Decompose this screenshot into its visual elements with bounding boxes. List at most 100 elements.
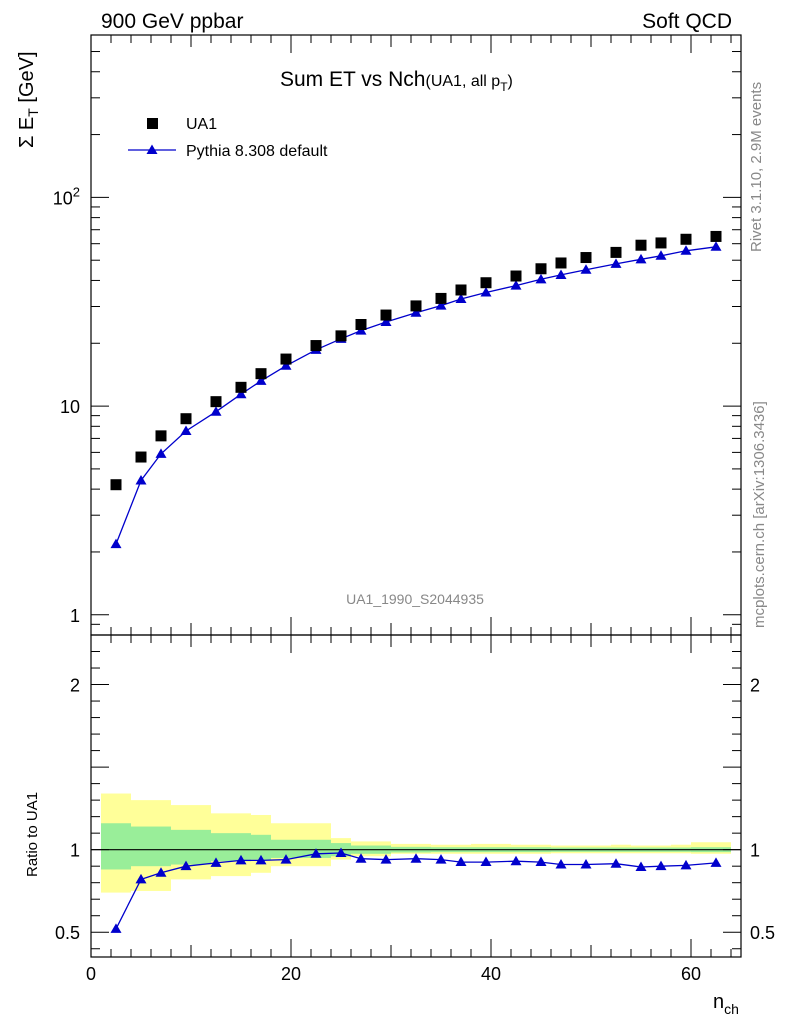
mc-point: [635, 253, 647, 264]
rivet-version-label: Rivet 3.1.10, 2.9M events: [748, 82, 765, 252]
ratio-y-tick-label-left: 2: [70, 676, 80, 696]
mc-ratio-point: [110, 923, 122, 933]
mc-point: [110, 538, 122, 549]
ratio-y-tick-label-right: 2: [750, 676, 760, 696]
mc-point: [435, 300, 447, 310]
data-point: [635, 239, 647, 251]
band-inner-segment: [101, 823, 131, 870]
data-point: [480, 277, 492, 289]
x-tick-label: 60: [681, 964, 701, 984]
band-inner-segment: [251, 834, 271, 860]
mc-ratio-point: [580, 859, 592, 869]
ratio-y-tick-label-right: 0.5: [750, 923, 775, 943]
data-point: [155, 430, 167, 442]
mc-line-ratio: [115, 852, 717, 930]
header-right-label: Soft QCD: [642, 10, 732, 33]
data-point: [535, 263, 547, 275]
mc-point: [235, 388, 247, 399]
data-point: [380, 309, 392, 321]
ratio-axes: 0.5 0.51 12 20 20 40 60: [55, 634, 775, 984]
band-inner-segment: [271, 839, 331, 858]
header-left-label: 900 GeV ppbar: [101, 10, 243, 33]
uncertainty-band: [91, 793, 741, 893]
x-tick-label: 20: [281, 964, 301, 984]
data-point: [655, 237, 667, 249]
data-series-main: [110, 230, 722, 491]
mc-ratio-point: [180, 860, 192, 871]
data-point: [580, 252, 592, 264]
mc-ratio-point: [410, 853, 422, 863]
band-inner-segment: [171, 829, 211, 865]
x-tick-label: 40: [481, 964, 501, 984]
data-point: [710, 230, 722, 242]
legend: UA1 Pythia 8.308 default: [128, 116, 328, 160]
mc-ratio-point: [335, 847, 347, 857]
ratio-y-tick-label-left: 0.5: [55, 923, 80, 943]
mc-point: [535, 273, 547, 284]
data-point: [610, 246, 622, 258]
mc-ratio-point: [635, 861, 647, 872]
legend-data-label: UA1: [186, 116, 217, 133]
mc-ratio-point: [155, 867, 167, 877]
mc-ratio-point: [680, 859, 692, 870]
mc-ratio-point: [710, 857, 722, 867]
data-point: [335, 330, 347, 342]
mc-series-main: [110, 241, 722, 549]
data-point: [310, 340, 322, 352]
data-point: [510, 270, 522, 282]
mc-point: [510, 280, 522, 290]
mc-ratio-point: [210, 857, 222, 867]
ratio-y-tick-label-left: 1: [70, 841, 80, 861]
mc-ratio-point: [610, 858, 622, 868]
mc-point: [255, 375, 267, 385]
mc-ratio-point: [510, 855, 522, 866]
data-point: [435, 292, 447, 304]
data-point: [235, 381, 247, 393]
data-point: [680, 233, 692, 245]
mc-point: [155, 448, 167, 458]
mc-ratio-point: [555, 859, 567, 869]
mc-point: [655, 250, 667, 260]
data-point: [135, 451, 147, 463]
x-axis-label: nch: [713, 991, 739, 1017]
x-tick-label: 0: [86, 964, 96, 984]
analysis-id-label: UA1_1990_S2044935: [346, 591, 484, 607]
main-y-tick-label: 10: [60, 397, 80, 417]
mc-point: [455, 293, 467, 303]
mcplots-source-label: mcplots.cern.ch [arXiv:1306.3436]: [751, 401, 768, 628]
main-y-axis-label: Σ ET [GeV]: [16, 51, 41, 148]
main-y-tick-label: 1: [70, 606, 80, 626]
mc-ratio-point: [355, 853, 367, 863]
data-point: [255, 368, 267, 380]
data-point: [410, 300, 422, 312]
data-point: [280, 353, 292, 365]
mc-point: [410, 307, 422, 317]
mc-point: [610, 258, 622, 268]
legend-mc-label: Pythia 8.308 default: [186, 143, 328, 160]
mc-ratio-point: [235, 854, 247, 865]
mc-ratio-point: [435, 854, 447, 864]
mc-point: [280, 360, 292, 370]
mc-point: [555, 269, 567, 279]
mc-point: [580, 264, 592, 274]
mc-point: [135, 474, 147, 485]
mc-ratio-point: [255, 854, 267, 865]
mc-point: [210, 406, 222, 416]
mc-ratio-point: [455, 856, 467, 867]
mc-ratio-point: [135, 873, 147, 884]
mc-series-ratio: [110, 847, 722, 933]
ratio-y-tick-label-right: 1: [750, 841, 760, 861]
mc-point: [680, 245, 692, 255]
mc-ratio-point: [535, 856, 547, 867]
ratio-frame: [90, 634, 742, 958]
data-point: [110, 479, 122, 491]
legend-data-marker: [147, 118, 158, 129]
plot-title: Sum ET vs Nch(UA1, all pT): [280, 68, 513, 94]
data-point: [555, 257, 567, 269]
main-y-tick-label: 102: [53, 184, 80, 208]
mc-point: [710, 241, 722, 251]
data-point: [180, 413, 192, 425]
mc-ratio-point: [310, 848, 322, 858]
data-point: [210, 396, 222, 408]
